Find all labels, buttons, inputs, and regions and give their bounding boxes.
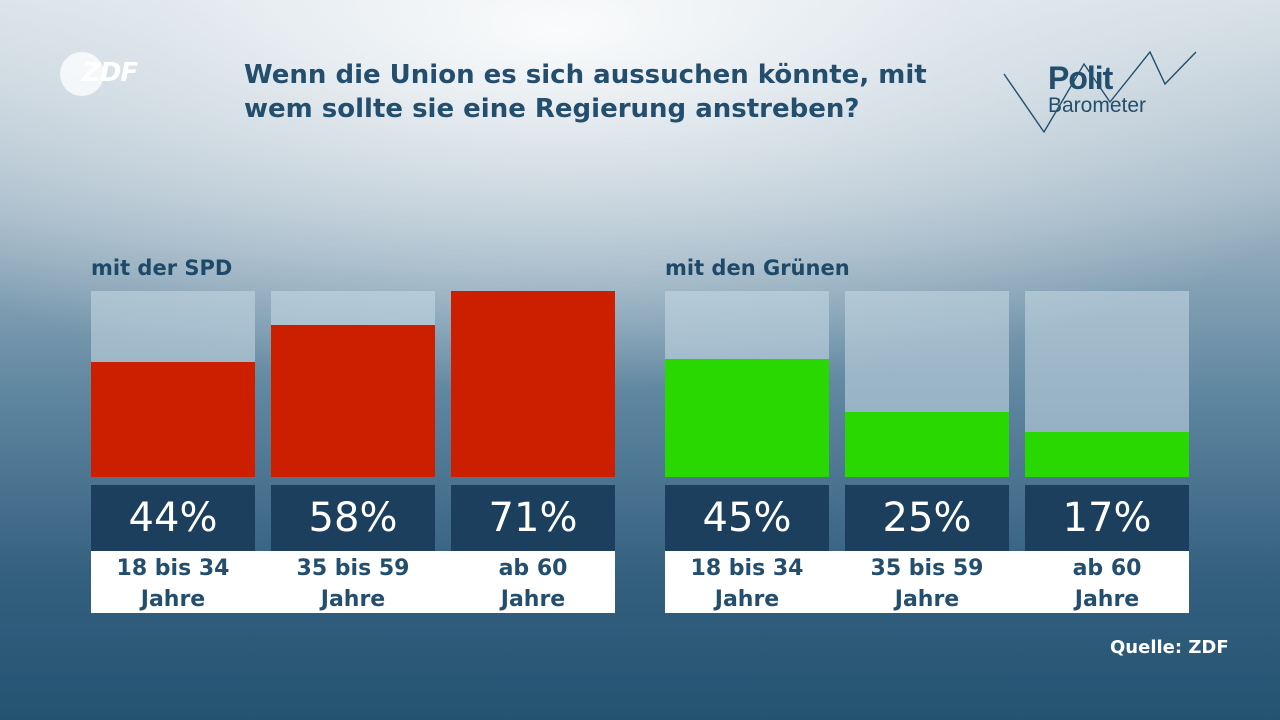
chart-title-line2: wem sollte sie eine Regierung anstreben?	[244, 94, 860, 124]
value-label: 45%	[665, 485, 829, 551]
age-label: 35 bis 59 Jahre	[845, 553, 1009, 615]
politbarometer-subtitle: Barometer	[1048, 94, 1147, 117]
age-unit: Jahre	[1074, 587, 1140, 612]
zdf-logo-circle	[60, 52, 104, 96]
bar-gruene-35-59	[845, 412, 1009, 477]
value-label: 71%	[451, 485, 615, 551]
bar-gruene-18-34	[665, 359, 829, 477]
bar-spd-35-59	[271, 325, 435, 477]
age-unit: Jahre	[714, 587, 780, 612]
zdf-logo-text: ZDF	[82, 58, 138, 88]
age-label-strip	[665, 551, 1189, 613]
age-label: 18 bis 34 Jahre	[665, 553, 829, 615]
age-label: ab 60 Jahre	[1025, 553, 1189, 615]
age-unit: Jahre	[500, 587, 566, 612]
group-label-gruene: mit den Grünen	[665, 256, 850, 280]
age-range: ab 60	[498, 556, 568, 581]
group-label-spd: mit der SPD	[91, 256, 233, 280]
politbarometer-logo: Polit Barometer	[1000, 44, 1205, 140]
bar-spd-18-34	[91, 362, 255, 477]
politbarometer-title: Polit	[1048, 60, 1113, 96]
age-unit: Jahre	[140, 587, 206, 612]
bar-spd-ab-60	[451, 291, 615, 477]
age-label: 18 bis 34 Jahre	[91, 553, 255, 615]
age-label-strip	[91, 551, 615, 613]
age-unit: Jahre	[320, 587, 386, 612]
source-label: Quelle: ZDF	[1110, 637, 1229, 658]
chart-title-line1: Wenn die Union es sich aussuchen könnte,…	[244, 60, 927, 90]
value-label: 58%	[271, 485, 435, 551]
age-range: 18 bis 34	[690, 556, 804, 581]
age-range: 35 bis 59	[870, 556, 984, 581]
chart-title: Wenn die Union es sich aussuchen könnte,…	[244, 58, 964, 126]
bar-gruene-ab-60	[1025, 432, 1189, 477]
value-label: 44%	[91, 485, 255, 551]
age-unit: Jahre	[894, 587, 960, 612]
zdf-logo: ZDF	[60, 52, 144, 96]
value-label: 25%	[845, 485, 1009, 551]
age-label: ab 60 Jahre	[451, 553, 615, 615]
politbarometer-zigzag-icon	[1003, 50, 1197, 134]
age-range: ab 60	[1072, 556, 1142, 581]
age-range: 35 bis 59	[296, 556, 410, 581]
age-label: 35 bis 59 Jahre	[271, 553, 435, 615]
age-range: 18 bis 34	[116, 556, 230, 581]
value-label: 17%	[1025, 485, 1189, 551]
